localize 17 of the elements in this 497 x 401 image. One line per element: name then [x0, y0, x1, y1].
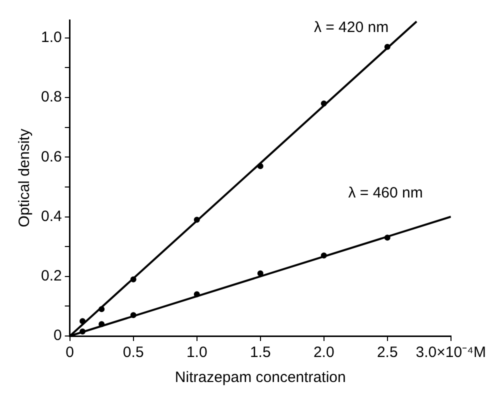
x-tick-label: 2.5 — [376, 344, 398, 362]
y-tick-label: 0.4 — [40, 208, 62, 225]
x-tick-label: 3.0×10⁻⁴M — [416, 344, 486, 362]
y-axis-title: Optical density — [16, 128, 34, 228]
x-tick-label: 2.0 — [313, 344, 334, 362]
x-tick-label: 0 — [66, 344, 74, 362]
series-label: λ = 460 nm — [348, 184, 423, 202]
y-tick-label: 0.2 — [40, 268, 62, 285]
y-tick-label: 0.8 — [40, 88, 62, 106]
y-tick-label: 1.0 — [40, 29, 62, 46]
y-tick-label: 0 — [54, 327, 62, 344]
x-tick-label: 0.5 — [122, 344, 144, 362]
x-axis-title: Nitrazepam concentration — [174, 369, 346, 386]
y-tick-label: 0.6 — [40, 148, 62, 166]
x-tick-label: 1.0 — [186, 344, 208, 362]
x-tick-label: 1.5 — [250, 344, 271, 362]
series-label: λ = 420 nm — [314, 19, 389, 36]
